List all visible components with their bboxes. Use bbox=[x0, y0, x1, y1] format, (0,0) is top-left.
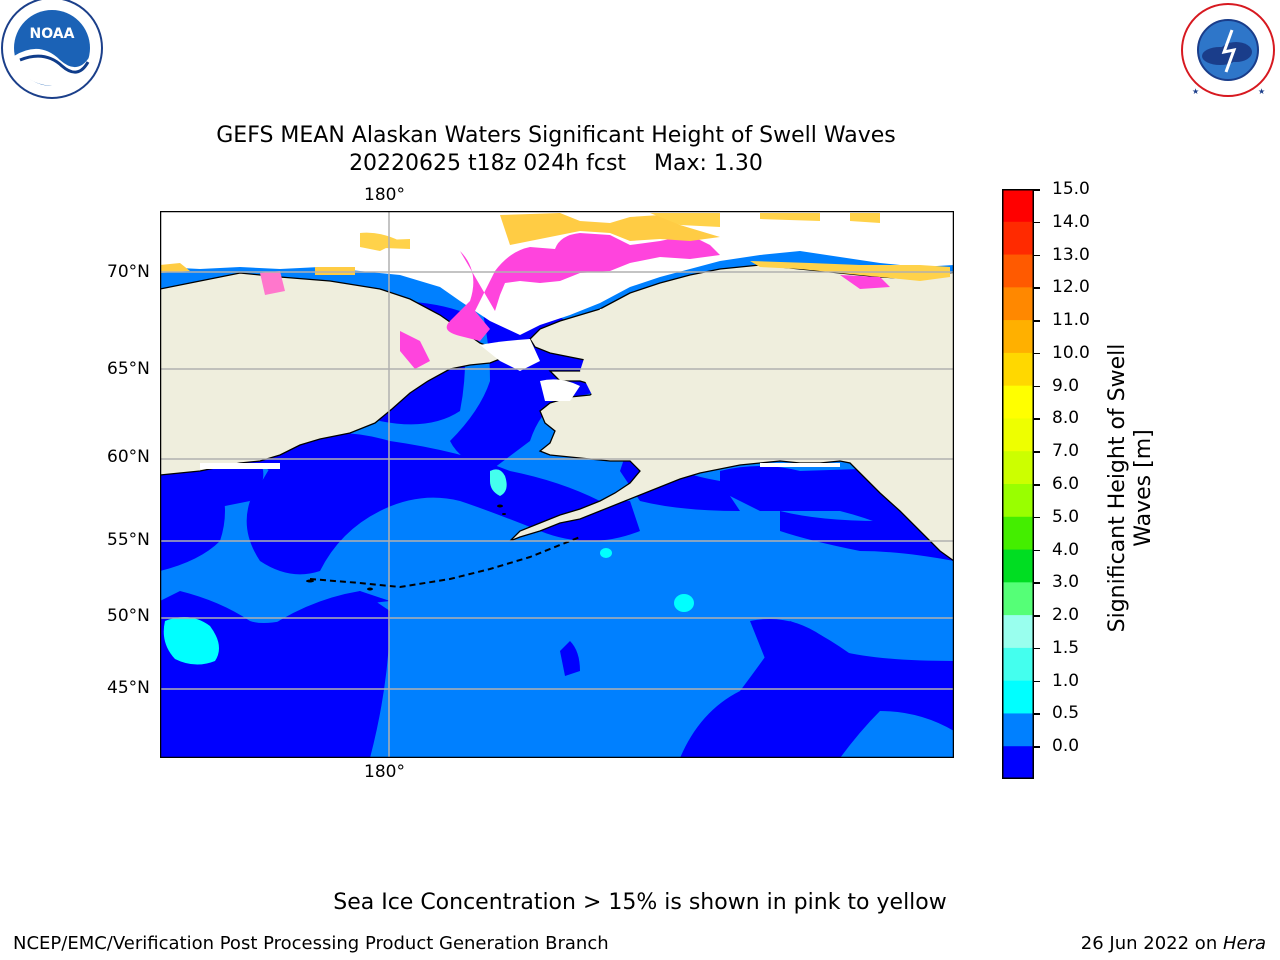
chart-title: GEFS MEAN Alaskan Waters Significant Hei… bbox=[0, 122, 1112, 178]
colorbar-segment bbox=[1002, 254, 1034, 288]
credit-host: Hera bbox=[1222, 933, 1266, 954]
colorbar-tick-mark bbox=[1034, 451, 1040, 453]
colorbar-tick-label: 15.0 bbox=[1052, 179, 1090, 199]
colorbar-tick-mark bbox=[1034, 647, 1040, 650]
colorbar-tick-mark bbox=[1034, 713, 1040, 715]
svg-text:★: ★ bbox=[1258, 87, 1265, 96]
colorbar-tick-label: 12.0 bbox=[1052, 277, 1090, 298]
colorbar-tick-mark bbox=[1034, 615, 1040, 617]
colorbar-label: Significant Height of Swell Waves [m] bbox=[1100, 268, 1160, 708]
colorbar-tick-label: 2.0 bbox=[1052, 605, 1080, 626]
lat-label-70: 70°N bbox=[107, 262, 150, 282]
colorbar-tick-label: 0.5 bbox=[1052, 703, 1080, 724]
colorbar-label-line1: Significant Height of Swell bbox=[1105, 344, 1130, 633]
colorbar-tick-label: 6.0 bbox=[1052, 474, 1080, 494]
colorbar-segment bbox=[1002, 221, 1034, 256]
islands bbox=[306, 504, 506, 591]
colorbar-tick-label: 11.0 bbox=[1052, 310, 1090, 331]
colorbar-segment bbox=[1002, 385, 1034, 419]
title-line1: GEFS MEAN Alaskan Waters Significant Hei… bbox=[216, 123, 896, 148]
title-line2: 20220625 t18z 024h fcst Max: 1.30 bbox=[0, 150, 1112, 178]
colorbar-segment bbox=[1002, 352, 1034, 387]
colorbar-segment bbox=[1002, 418, 1034, 452]
lon-label-top: 180° bbox=[364, 185, 405, 205]
colorbar-tick-label: 5.0 bbox=[1052, 506, 1080, 527]
noaa-logo: NOAA bbox=[0, 0, 106, 100]
colorbar-segment bbox=[1002, 615, 1034, 649]
colorbar-segment bbox=[1002, 189, 1034, 223]
lon-label-bottom: 180° bbox=[364, 762, 405, 782]
swell-1.0-1.5-regions bbox=[163, 548, 694, 665]
colorbar-tick-label: 1.0 bbox=[1052, 670, 1080, 691]
colorbar-segment bbox=[1002, 746, 1034, 780]
colorbar-tick-mark bbox=[1034, 287, 1040, 289]
forecast-label: 20220625 t18z 024h fcst bbox=[349, 151, 627, 176]
colorbar-tick-label: 9.0 bbox=[1052, 375, 1080, 396]
nws-logo: ★ ★ bbox=[1180, 2, 1276, 98]
sea-ice-note: Sea Ice Concentration > 15% is shown in … bbox=[333, 890, 947, 915]
colorbar-segment bbox=[1002, 713, 1034, 747]
lat-label-65: 65°N bbox=[107, 359, 150, 379]
colorbar-tick-mark bbox=[1034, 746, 1040, 748]
colorbar-segment bbox=[1002, 582, 1034, 616]
sea-ice-concentration bbox=[160, 213, 950, 369]
colorbar-tick-label: 7.0 bbox=[1052, 441, 1080, 462]
gridlines bbox=[160, 211, 954, 758]
colorbar-tick-label: 1.5 bbox=[1052, 637, 1080, 658]
colorbar-tick-label: 3.0 bbox=[1052, 572, 1080, 593]
credit-date: 26 Jun 2022 on bbox=[1080, 933, 1223, 954]
colorbar bbox=[1002, 189, 1034, 780]
colorbar-tick-mark bbox=[1034, 189, 1040, 191]
svg-text:★: ★ bbox=[1192, 87, 1199, 96]
colorbar-tick-mark bbox=[1034, 320, 1040, 322]
colorbar-tick-label: 0.0 bbox=[1052, 736, 1080, 757]
colorbar-segment bbox=[1002, 484, 1034, 518]
colorbar-ticks: 15.0 14.0 13.0 12.0 11.0 10.0 9.0 8.0 7.0 6.0 5.0 4… bbox=[1034, 179, 1100, 790]
credit-right: 26 Jun 2022 on Hera bbox=[1081, 933, 1266, 954]
colorbar-tick-mark bbox=[1034, 484, 1040, 486]
colorbar-label-line2: Waves [m] bbox=[1131, 429, 1156, 546]
lat-label-50: 50°N bbox=[107, 606, 150, 626]
colorbar-tick-label: 8.0 bbox=[1052, 408, 1080, 429]
colorbar-tick-mark bbox=[1034, 582, 1040, 584]
colorbar-tick-label: 10.0 bbox=[1052, 342, 1090, 363]
colorbar-tick-mark bbox=[1034, 516, 1040, 519]
colorbar-tick-mark bbox=[1034, 385, 1040, 388]
aleutian-islands bbox=[309, 536, 581, 589]
colorbar-segment bbox=[1002, 451, 1034, 485]
swell-1.5-2.0-regions bbox=[490, 469, 507, 496]
colorbar-tick-mark bbox=[1034, 352, 1040, 355]
colorbar-segment bbox=[1002, 320, 1034, 354]
colorbar-tick-mark bbox=[1034, 680, 1040, 683]
colorbar-tick-mark bbox=[1034, 418, 1040, 420]
colorbar-segment bbox=[1002, 549, 1034, 583]
colorbar-tick-mark bbox=[1034, 549, 1040, 552]
colorbar-tick-mark bbox=[1034, 254, 1040, 257]
colorbar-tick-label: 4.0 bbox=[1052, 539, 1080, 560]
lat-label-60: 60°N bbox=[107, 447, 150, 467]
colorbar-segment bbox=[1002, 287, 1034, 321]
land-masses bbox=[159, 264, 955, 563]
credit-left: NCEP/EMC/Verification Post Processing Pr… bbox=[13, 933, 609, 954]
colorbar-tick-mark bbox=[1034, 221, 1040, 224]
lat-label-45: 45°N bbox=[107, 678, 150, 698]
max-label: Max: 1.30 bbox=[654, 151, 763, 176]
colorbar-segment bbox=[1002, 516, 1034, 551]
lat-label-55: 55°N bbox=[107, 530, 150, 550]
map-panel bbox=[159, 210, 955, 759]
colorbar-segment bbox=[1002, 680, 1034, 714]
noaa-logo-text: NOAA bbox=[30, 26, 75, 42]
colorbar-tick-label: 13.0 bbox=[1052, 244, 1090, 265]
colorbar-segment bbox=[1002, 647, 1034, 682]
colorbar-tick-label: 14.0 bbox=[1052, 211, 1090, 232]
